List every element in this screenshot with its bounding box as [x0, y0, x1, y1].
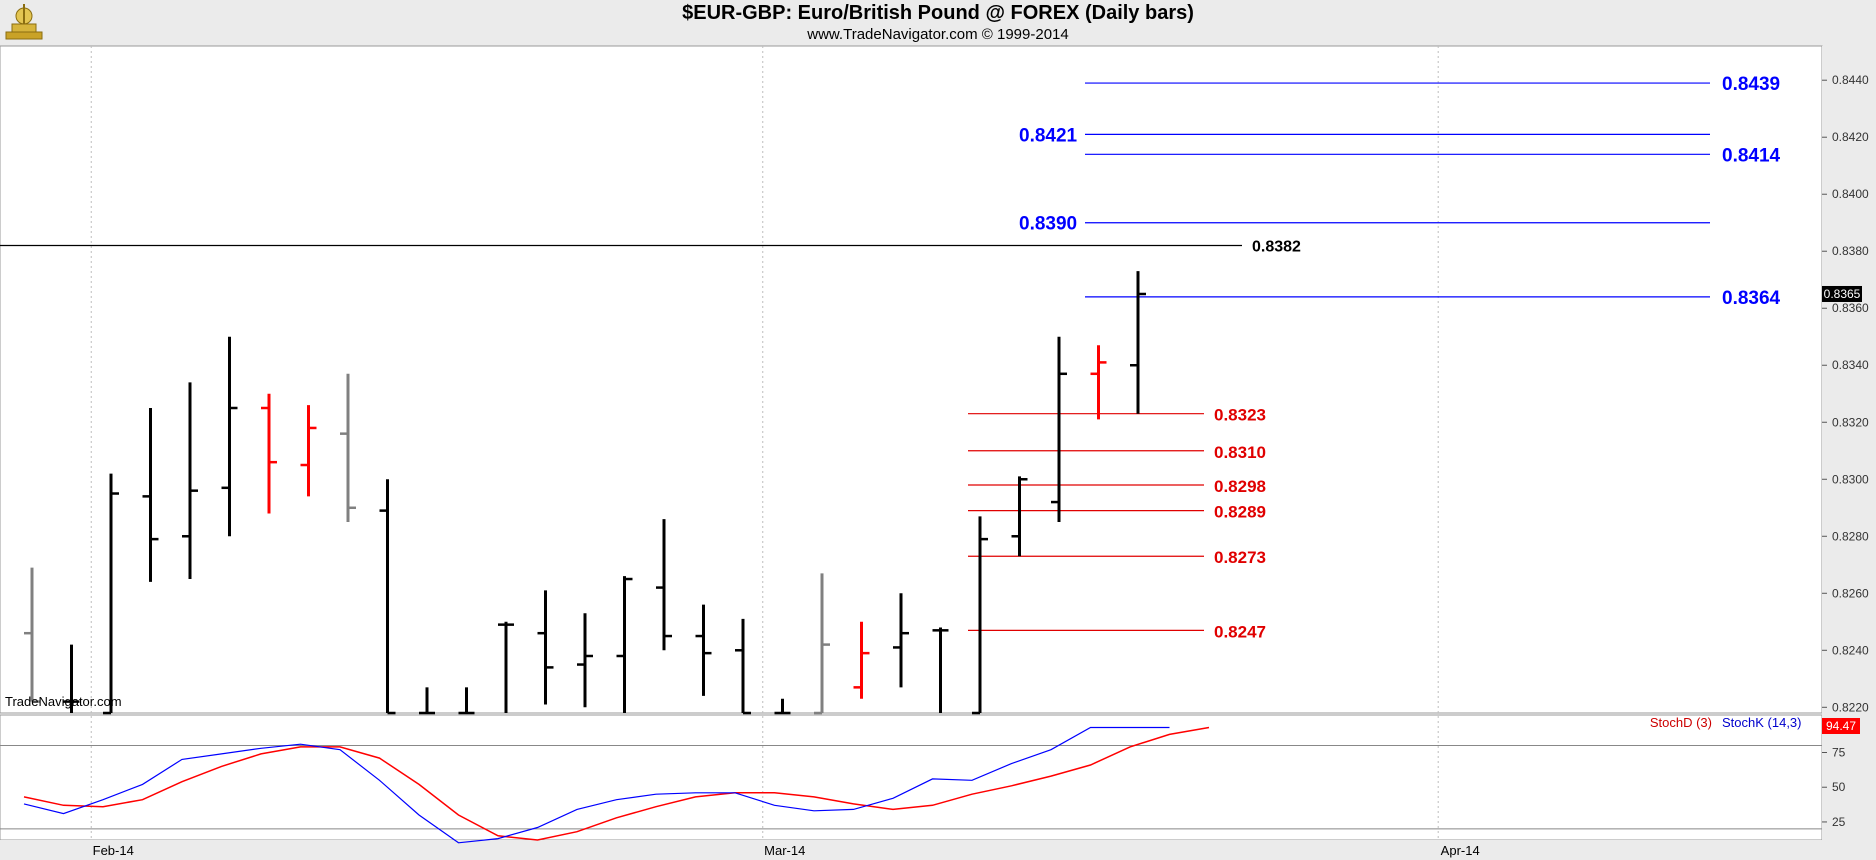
legend-stoch-d: StochD (3) — [1650, 715, 1712, 730]
stoch-k-line — [23, 726, 1170, 844]
date-axis-band — [0, 840, 1876, 860]
resistance-label: 0.8364 — [1722, 288, 1781, 309]
support-label: 0.8273 — [1214, 548, 1266, 567]
stochastic-panel-frame — [0, 714, 1823, 841]
chart-subtitle: www.TradeNavigator.com © 1999-2014 — [807, 26, 1069, 43]
support-label: 0.8298 — [1214, 477, 1266, 496]
resistance-label: 0.8439 — [1722, 74, 1780, 95]
price-tick-label: 0.8300 — [1832, 472, 1869, 486]
support-label: 0.8323 — [1214, 406, 1266, 425]
chart-header — [0, 0, 1876, 46]
stochastic-tick-label: 50 — [1832, 780, 1846, 794]
price-panel-frame — [0, 45, 1823, 714]
marked-level-label: 0.8382 — [1252, 239, 1301, 256]
support-label: 0.8289 — [1214, 503, 1266, 522]
last-price-label: 0.8365 — [1824, 287, 1861, 301]
price-tick-label: 0.8280 — [1832, 529, 1869, 543]
price-tick-label: 0.8440 — [1832, 73, 1869, 87]
stochastic-value-badge — [1822, 718, 1860, 734]
date-tick-label: Apr-14 — [1441, 843, 1480, 858]
price-tick-label: 0.8420 — [1832, 130, 1869, 144]
resistance-label: 0.8414 — [1722, 145, 1781, 166]
support-label: 0.8310 — [1214, 443, 1266, 462]
price-tick-label: 0.8380 — [1832, 244, 1869, 258]
stochastic-tick-label: 25 — [1832, 815, 1846, 829]
support-label: 0.8247 — [1214, 622, 1266, 641]
value-axis-band — [1822, 46, 1876, 840]
price-tick-label: 0.8340 — [1832, 358, 1869, 372]
date-tick-label: Mar-14 — [764, 843, 805, 858]
stoch-d-line — [23, 726, 1210, 841]
resistance-label: 0.8390 — [1019, 214, 1077, 235]
price-tick-label: 0.8400 — [1832, 187, 1869, 201]
stochastic-tick-label: 75 — [1832, 746, 1846, 760]
price-tick-label: 0.8240 — [1832, 643, 1869, 657]
last-price-badge — [1822, 285, 1862, 302]
chart-title: $EUR-GBP: Euro/British Pound @ FOREX (Da… — [682, 2, 1194, 24]
price-tick-label: 0.8320 — [1832, 415, 1869, 429]
price-tick-label: 0.8260 — [1832, 586, 1869, 600]
price-tick-label: 0.8360 — [1832, 301, 1869, 315]
trade-navigator-logo-icon — [5, 4, 43, 40]
watermark: TradeNavigator.com — [5, 694, 122, 709]
stochastic-value-label: 94.47 — [1826, 719, 1856, 733]
legend-stoch-k: StochK (14,3) — [1722, 715, 1802, 730]
date-tick-label: Feb-14 — [93, 843, 134, 858]
price-tick-label: 0.8220 — [1832, 700, 1869, 714]
resistance-label: 0.8421 — [1019, 125, 1078, 146]
